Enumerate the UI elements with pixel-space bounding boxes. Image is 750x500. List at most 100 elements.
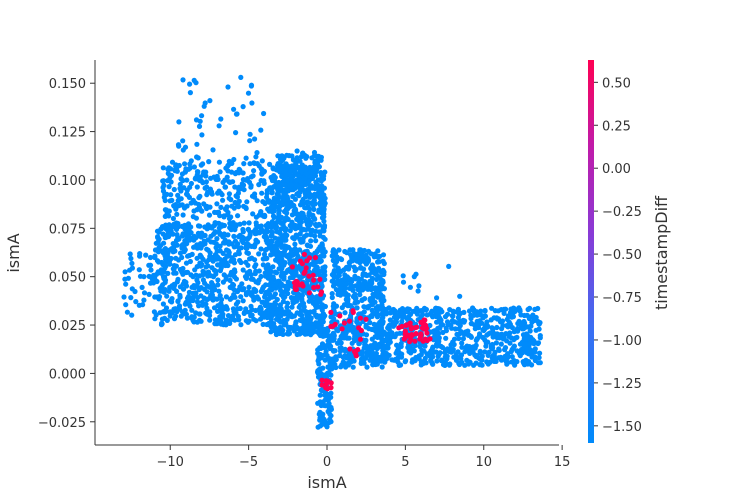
data-point <box>535 340 541 347</box>
data-point <box>281 224 287 230</box>
data-point <box>537 350 543 356</box>
data-point <box>436 330 442 336</box>
data-point <box>247 131 253 137</box>
data-point <box>244 177 250 183</box>
data-point <box>132 288 138 295</box>
data-point <box>189 315 195 321</box>
data-point <box>395 346 401 352</box>
data-point <box>444 311 451 317</box>
data-point <box>406 314 412 320</box>
data-point <box>522 341 529 347</box>
x-tick-label: 5 <box>401 455 409 470</box>
data-point <box>266 296 272 302</box>
data-point <box>169 159 176 165</box>
data-point <box>414 311 420 317</box>
data-point <box>254 161 260 167</box>
data-point <box>215 277 221 283</box>
data-point <box>328 394 334 400</box>
data-point <box>212 287 218 293</box>
data-point <box>225 84 231 90</box>
data-point <box>191 208 197 214</box>
data-point <box>217 293 223 299</box>
data-point <box>457 331 463 337</box>
data-point <box>320 249 326 255</box>
data-point <box>211 230 218 236</box>
data-point <box>155 235 161 241</box>
data-point <box>275 326 281 332</box>
y-tick-label: 0.150 <box>49 77 86 92</box>
data-point <box>439 357 445 363</box>
data-point <box>250 276 256 282</box>
data-point <box>347 318 353 324</box>
data-point <box>462 362 468 368</box>
data-point <box>141 297 147 303</box>
data-point <box>319 172 325 178</box>
data-point <box>379 293 385 300</box>
data-point <box>157 243 164 249</box>
data-point <box>133 299 139 305</box>
data-point <box>188 200 194 206</box>
data-point <box>185 221 192 227</box>
data-point <box>180 212 186 218</box>
data-point <box>231 156 237 163</box>
data-point <box>456 326 462 332</box>
data-point <box>316 187 322 193</box>
data-point <box>249 100 255 106</box>
data-point <box>222 184 228 190</box>
data-point <box>246 220 252 226</box>
data-point <box>268 329 274 335</box>
data-point <box>223 207 229 213</box>
data-point <box>178 188 184 194</box>
data-point <box>459 340 465 346</box>
data-point <box>357 315 363 321</box>
data-point <box>121 294 127 300</box>
data-point <box>252 191 258 197</box>
data-point <box>264 290 271 297</box>
data-point <box>308 238 314 244</box>
data-point <box>291 203 297 209</box>
colorbar-gradient <box>588 60 594 443</box>
data-point <box>333 254 339 260</box>
data-point <box>398 362 404 368</box>
data-point <box>171 203 177 209</box>
data-point <box>228 197 234 203</box>
data-point <box>278 319 284 325</box>
data-point <box>427 336 433 342</box>
data-point <box>458 352 465 358</box>
data-point <box>267 161 273 167</box>
data-point <box>232 238 238 244</box>
data-point <box>499 331 505 337</box>
data-point <box>527 328 533 334</box>
data-point <box>346 355 352 361</box>
data-point <box>443 335 449 341</box>
data-point <box>202 185 208 191</box>
data-point <box>253 307 259 314</box>
data-point <box>204 305 210 311</box>
data-point <box>357 292 363 298</box>
data-point <box>530 314 537 321</box>
data-point <box>129 265 135 271</box>
data-point <box>198 293 204 299</box>
data-point <box>199 132 205 138</box>
data-point <box>152 253 158 259</box>
data-point <box>421 317 427 323</box>
data-point <box>231 106 237 112</box>
data-point <box>424 330 430 336</box>
data-point <box>402 328 408 334</box>
data-point <box>205 263 211 269</box>
data-point <box>174 279 180 285</box>
data-point <box>347 346 353 352</box>
data-point <box>370 291 376 297</box>
data-point <box>335 291 341 297</box>
data-point <box>312 191 318 197</box>
data-point <box>365 258 371 264</box>
data-point <box>160 231 166 237</box>
data-point <box>173 270 179 276</box>
data-point <box>268 174 274 181</box>
data-point <box>184 315 190 321</box>
data-point <box>318 289 325 295</box>
data-point <box>201 103 207 109</box>
data-point <box>186 194 192 200</box>
data-point <box>318 387 324 393</box>
data-point <box>361 304 367 310</box>
